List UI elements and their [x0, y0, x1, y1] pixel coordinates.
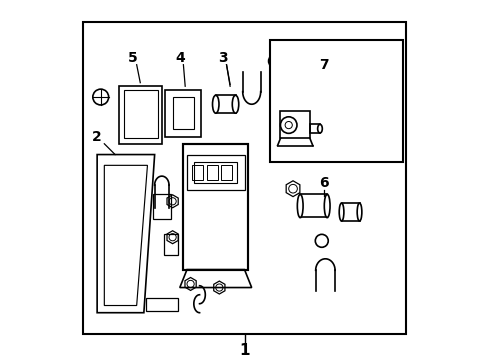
Polygon shape: [104, 165, 147, 306]
Text: 5: 5: [128, 50, 138, 64]
Bar: [124, 90, 158, 138]
Bar: [163, 234, 178, 255]
Ellipse shape: [232, 95, 238, 113]
Bar: [82, 22, 406, 334]
Ellipse shape: [317, 124, 322, 133]
Bar: [183, 144, 247, 270]
Text: 7: 7: [318, 58, 328, 72]
Bar: [341, 203, 359, 221]
Bar: [194, 162, 237, 183]
Bar: [186, 154, 244, 190]
Ellipse shape: [212, 95, 219, 113]
Text: 1: 1: [239, 343, 249, 358]
Bar: [269, 40, 402, 162]
Bar: [300, 194, 326, 217]
Text: 2: 2: [92, 130, 102, 144]
Bar: [153, 194, 170, 219]
Bar: [192, 165, 203, 180]
Bar: [165, 90, 201, 136]
Bar: [119, 86, 162, 144]
Ellipse shape: [339, 203, 343, 221]
Text: 6: 6: [318, 176, 328, 190]
Bar: [145, 298, 178, 311]
Ellipse shape: [356, 203, 361, 221]
Bar: [221, 165, 231, 180]
Bar: [309, 124, 319, 133]
Bar: [206, 165, 217, 180]
Text: 4: 4: [175, 50, 184, 64]
Ellipse shape: [324, 194, 329, 218]
Bar: [280, 112, 309, 138]
Bar: [215, 95, 235, 113]
Ellipse shape: [297, 194, 303, 218]
Bar: [172, 97, 194, 129]
Text: 3: 3: [218, 50, 227, 64]
